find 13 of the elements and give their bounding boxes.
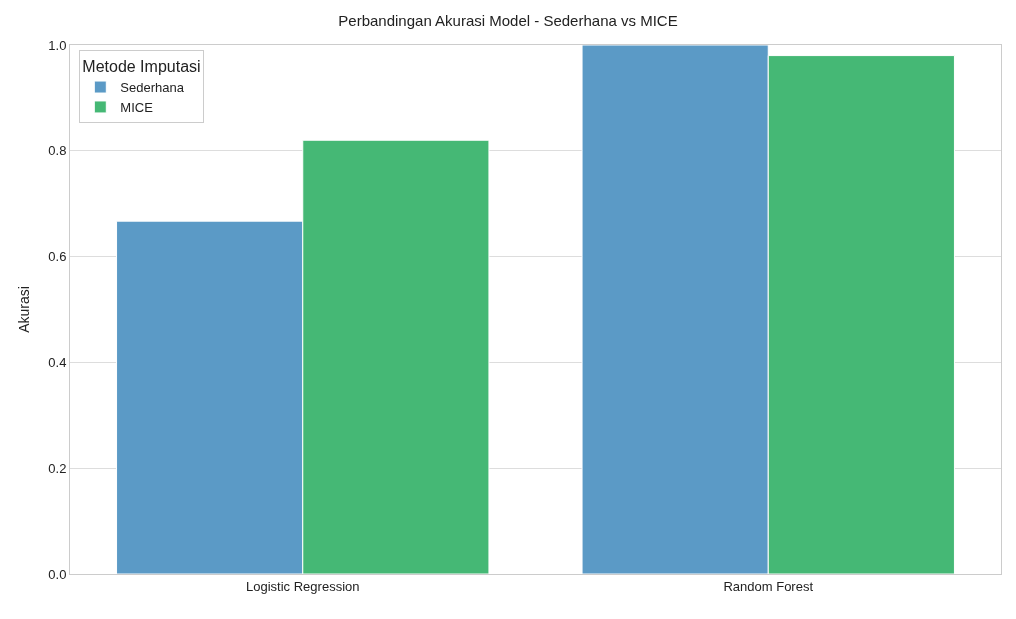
- y-tick-label: 0.2: [48, 460, 67, 476]
- legend-title: Metode Imputasi: [82, 58, 201, 76]
- y-tick-label: 0.6: [48, 249, 67, 265]
- x-tick-label: Logistic Regression: [246, 578, 360, 594]
- y-tick-label: 0.0: [48, 566, 67, 582]
- y-tick-label: 1.0: [48, 37, 67, 53]
- y-tick-label: 0.4: [48, 354, 67, 370]
- legend-label: Sederhana: [120, 80, 185, 96]
- chart-title: Perbandingan Akurasi Model - Sederhana vs MICE: [338, 11, 678, 29]
- x-tick-label: Random Forest: [723, 578, 814, 594]
- y-tick-label: 0.8: [48, 143, 67, 159]
- y-axis-title: Akurasi: [15, 286, 32, 333]
- legend-label: MICE: [120, 100, 154, 116]
